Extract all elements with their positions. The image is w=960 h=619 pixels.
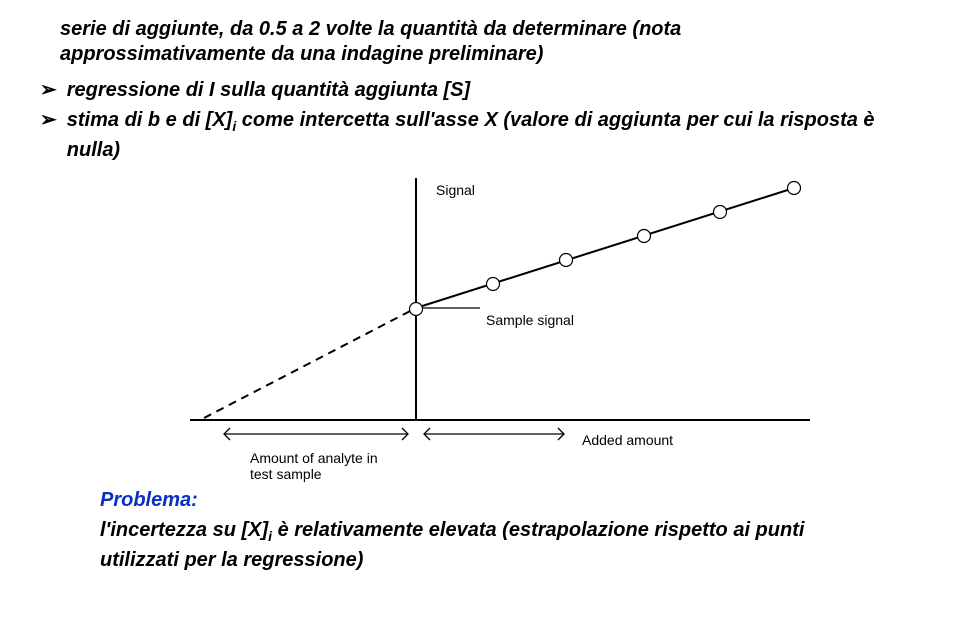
page-root: serie di aggiunte, da 0.5 a 2 volte la q… <box>0 0 960 619</box>
bullet-marker: ➢ <box>40 108 57 132</box>
problema-line-1a: l'incertezza su [X] <box>100 519 268 541</box>
intro-line-2: approssimativamente da una indagine prel… <box>60 43 920 66</box>
bullet-2: ➢ stima di b e di [X]i come intercetta s… <box>40 108 920 162</box>
bullet-marker: ➢ <box>40 78 57 102</box>
problema-line-2: utilizzati per la regressione) <box>100 548 920 572</box>
bullet-2-text: stima di b e di [X]i come intercetta sul… <box>67 108 920 162</box>
problema-line-1: l'incertezza su [X]i è relativamente ele… <box>100 518 920 548</box>
bullet-1: ➢ regressione di I sulla quantità aggiun… <box>40 78 920 102</box>
intro-line-1: serie di aggiunte, da 0.5 a 2 volte la q… <box>60 18 920 41</box>
calibration-diagram: Signal Sample signal Added amount Amount… <box>190 172 820 477</box>
problema-heading: Problema: <box>100 489 920 512</box>
label-signal: Signal <box>436 182 475 198</box>
label-analyte-1: Amount of analyte in <box>250 450 378 466</box>
label-sample-signal: Sample signal <box>486 312 574 328</box>
problema-line-1b: è relativamente elevata (estrapolazione … <box>272 519 804 541</box>
bullet-2-prefix: stima di b e di [X] <box>67 109 233 131</box>
label-analyte-2: test sample <box>250 466 322 482</box>
bullet-1-text: regressione di I sulla quantità aggiunta… <box>67 78 470 102</box>
label-added-amount: Added amount <box>582 432 673 448</box>
